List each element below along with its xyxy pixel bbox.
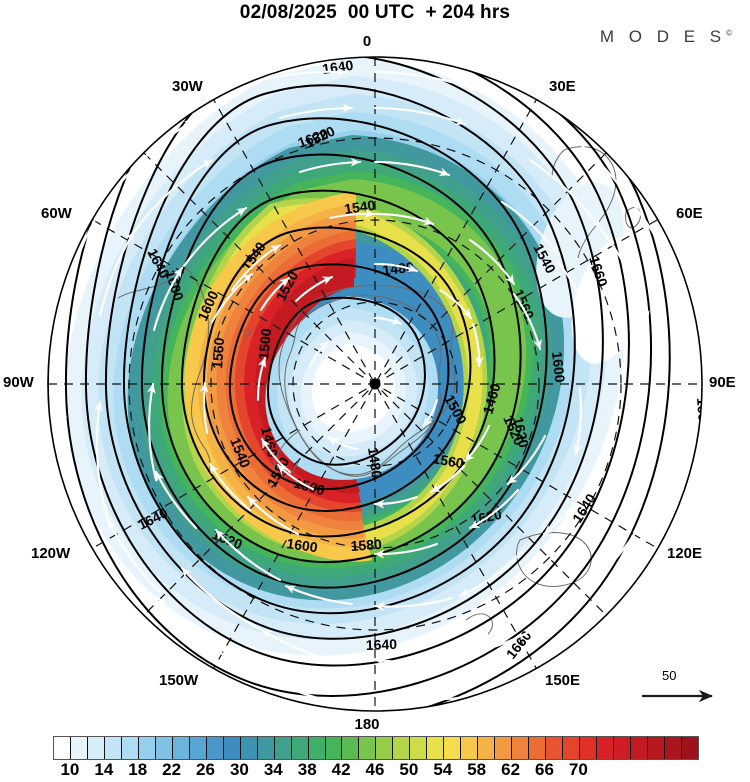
contour-label: 1600 bbox=[286, 535, 319, 555]
colorbar-tick-label: 54 bbox=[433, 760, 453, 779]
colorbar-tick-label: 22 bbox=[162, 760, 182, 779]
contour-label: 1480 bbox=[382, 259, 415, 278]
colorbar-swatch bbox=[664, 737, 682, 759]
colorbar-swatch bbox=[172, 737, 190, 759]
colorbar-swatch bbox=[613, 737, 631, 759]
vector-scale-key: 50 bbox=[640, 668, 736, 712]
polar-map: 1460 1460 1480 1480 1500 1500 1500 1520 … bbox=[3, 33, 736, 733]
colorbar-tick-label: 66 bbox=[535, 760, 554, 779]
colorbar-tick-label: 50 bbox=[399, 760, 419, 779]
colorbar-swatch bbox=[444, 737, 462, 759]
colorbar-swatch bbox=[529, 737, 547, 759]
lon-label-150W: 150W bbox=[159, 672, 199, 689]
colorbar-swatch bbox=[393, 737, 411, 759]
lon-label-150E: 150E bbox=[545, 672, 581, 689]
colorbar-swatch bbox=[104, 737, 122, 759]
lon-label-120E: 120E bbox=[667, 545, 703, 562]
colorbar-tick-label: 18 bbox=[128, 760, 148, 779]
colorbar-swatch bbox=[155, 737, 173, 759]
colorbar-swatch bbox=[240, 737, 258, 759]
colorbar-swatch bbox=[121, 737, 139, 759]
south-pole-marker bbox=[369, 378, 381, 390]
colorbar-swatch bbox=[70, 737, 88, 759]
page-title: 02/08/2025 00 UTC + 204 hrs bbox=[239, 2, 511, 23]
contour-label: 1560 bbox=[431, 450, 465, 471]
colorbar-tick-label: 10 bbox=[60, 760, 80, 779]
globe-outline bbox=[47, 56, 703, 712]
polar-low-core bbox=[265, 296, 439, 480]
colorbar-swatch bbox=[87, 737, 105, 759]
colorbar-swatch bbox=[461, 737, 479, 759]
colorbar-tick-label: 42 bbox=[331, 760, 351, 779]
colorbar-swatch bbox=[138, 737, 156, 759]
colorbar-tick-label: 70 bbox=[568, 760, 588, 779]
colorbar-swatch bbox=[563, 737, 581, 759]
colorbar-swatch bbox=[359, 737, 377, 759]
colorbar-swatch bbox=[274, 737, 292, 759]
colorbar-swatch bbox=[495, 737, 513, 759]
lon-label-60E: 60E bbox=[676, 205, 703, 222]
contour-label: 1660 bbox=[694, 397, 712, 429]
colorbar-swatch bbox=[376, 737, 394, 759]
colorbar-swatch bbox=[546, 737, 564, 759]
lon-label-30E: 30E bbox=[549, 78, 576, 95]
lon-label-0: 0 bbox=[362, 33, 372, 50]
lon-label-120W: 120W bbox=[31, 545, 71, 562]
colorbar-swatch bbox=[681, 737, 698, 759]
vector-scale-value: 50 bbox=[662, 668, 677, 683]
lon-label-60W: 60W bbox=[41, 205, 72, 222]
lon-label-180: 180 bbox=[354, 716, 380, 733]
colorbar-tick-label: 34 bbox=[263, 760, 283, 779]
colorbar-tick-label: 38 bbox=[297, 760, 317, 779]
colorbar-swatch bbox=[308, 737, 326, 759]
colorbar-swatch bbox=[342, 737, 360, 759]
colorbar-tick-label: 14 bbox=[94, 760, 114, 779]
colorbar-swatch bbox=[325, 737, 343, 759]
colorbar-swatch bbox=[206, 737, 224, 759]
contour-label: 1620 bbox=[510, 415, 532, 449]
vector-scale-arrow bbox=[642, 689, 713, 703]
colorbar-swatch bbox=[257, 737, 275, 759]
colorbar-swatch bbox=[478, 737, 496, 759]
colorbar-swatch bbox=[597, 737, 614, 759]
copyright-icon: © bbox=[726, 28, 732, 38]
modes-logo: M O D E S© bbox=[600, 27, 732, 47]
colorbar-swatch bbox=[189, 737, 207, 759]
colorbar-ticks: 10 14 18 22 26 30 34 38 42 46 50 54 58 62 66 70 bbox=[53, 760, 697, 782]
contour-label: 1500 bbox=[255, 327, 274, 360]
colorbar-swatch bbox=[580, 737, 597, 759]
colorbar bbox=[53, 736, 699, 760]
colorbar-swatch bbox=[291, 737, 309, 759]
colorbar-swatch bbox=[410, 737, 428, 759]
lon-label-90E: 90E bbox=[709, 374, 736, 391]
colorbar-tick-label: 46 bbox=[365, 760, 385, 779]
lon-label-90W: 90W bbox=[3, 374, 34, 391]
colorbar-tick-label: 26 bbox=[196, 760, 215, 779]
contour-label: 1480 bbox=[365, 446, 385, 479]
colorbar-swatch bbox=[223, 737, 241, 759]
colorbar-tick-label: 30 bbox=[229, 760, 249, 779]
colorbar-tick-label: 62 bbox=[501, 760, 521, 779]
colorbar-swatch bbox=[427, 737, 445, 759]
colorbar-swatch bbox=[512, 737, 530, 759]
polar-map-svg: 1460 1460 1480 1480 1500 1500 1500 1520 … bbox=[47, 56, 712, 712]
colorbar-swatch bbox=[647, 737, 665, 759]
lon-label-30W: 30W bbox=[172, 78, 203, 95]
colorbar-swatch bbox=[54, 737, 71, 759]
modes-logo-text: M O D E S bbox=[599, 27, 727, 46]
wind-streamlines bbox=[58, 67, 691, 702]
colorbar-swatch bbox=[630, 737, 648, 759]
contour-label: 1580 bbox=[350, 536, 382, 554]
contour-label: 1560 bbox=[209, 337, 227, 369]
colorbar-tick-label: 58 bbox=[467, 760, 487, 779]
contour-label: 1600 bbox=[549, 351, 568, 384]
contour-label: 1640 bbox=[366, 636, 398, 653]
map-content: 1460 1460 1480 1480 1500 1500 1500 1520 … bbox=[48, 57, 712, 711]
